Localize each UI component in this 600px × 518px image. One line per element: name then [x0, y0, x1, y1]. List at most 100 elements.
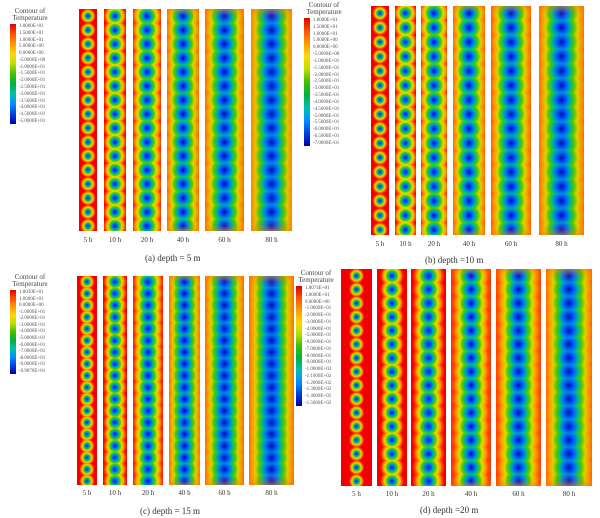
- colorbar-tick-label: -4.0000E+01: [305, 326, 332, 332]
- contour-column-20h: [410, 268, 447, 487]
- colorbar-tick-label: -1.5000E+02: [305, 400, 332, 406]
- contour-column-5h: [76, 275, 98, 486]
- panel-caption: (c) depth = 15 m: [140, 506, 201, 516]
- colorbar-tick-label: -7.0000E+01: [19, 349, 46, 355]
- contour-column-80h: [538, 5, 585, 236]
- time-label: 5 h: [82, 489, 92, 497]
- colorbar-tick-label: 1.8000E+01: [19, 24, 44, 29]
- colorbar-tick-label: -3.0000E+01: [19, 91, 46, 97]
- time-label: 10 h: [108, 489, 122, 497]
- colorbar-tick-label: 1.5000E+01: [313, 24, 338, 30]
- colorbar-tick-label: -1.0000E+02: [305, 367, 332, 372]
- panel-caption: (d) depth =20 m: [420, 505, 479, 515]
- contour-column-10h: [394, 5, 417, 236]
- contour-column-40h: [168, 275, 201, 486]
- time-label: 60 h: [218, 236, 231, 244]
- contour-column-5h: [340, 268, 373, 487]
- colorbar-tick-label: -3.5000E+01: [19, 98, 46, 104]
- colorbar-tick-label: 1.0000E+01: [19, 296, 44, 302]
- colorbar-tick-label: 0.0000E+00: [19, 303, 44, 309]
- colorbar-tick-label: 1.8000E+01: [313, 18, 338, 23]
- colorbar-tick-label: -3.0000E+01: [313, 86, 340, 92]
- colorbar-tick-label: 1.8074E+01: [305, 286, 330, 291]
- contour-column-60h: [495, 268, 542, 487]
- time-label: 5 h: [83, 236, 93, 244]
- time-label: 80 h: [265, 489, 278, 497]
- colorbar-tick-label: -3.5000E+01: [313, 93, 340, 99]
- contour-column-10h: [376, 268, 408, 487]
- colorbar-tick-label: 1.5000E+01: [19, 30, 44, 36]
- colorbar-tick-label: -1.0000E+01: [19, 309, 46, 315]
- colorbar-tick-label: -6.0000E+01: [305, 340, 332, 345]
- colorbar-tick-label: -1.5000E+01: [313, 65, 340, 71]
- colorbar-tick-label: 5.0000E+00: [313, 38, 338, 44]
- time-label: 60 h: [504, 240, 518, 248]
- time-label: 5 h: [352, 490, 361, 498]
- colorbar-tick-label: -5.0000E+01: [313, 113, 340, 119]
- contour-column-40h: [452, 5, 486, 236]
- time-label: 20 h: [422, 490, 435, 498]
- colorbar-tick-label: -4.0000E+01: [19, 105, 46, 111]
- colorbar: [10, 290, 16, 374]
- legend-title: Contour of Temperature: [298, 269, 334, 284]
- time-label: 20 h: [141, 489, 155, 497]
- colorbar-tick-label: -6.0000E+01: [313, 127, 340, 133]
- time-label: 80 h: [265, 236, 278, 244]
- legend-title: Contour of Temperature: [306, 1, 342, 16]
- panel-caption: (a) depth = 5 m: [145, 253, 201, 263]
- contour-column-80h: [248, 275, 295, 486]
- colorbar-tick-label: -1.4000E+02: [305, 394, 332, 399]
- colorbar-labels: 1.8000E+01 1.5000E+01 1.0000E+01 5.0000E+00…: [19, 24, 45, 124]
- colorbar-tick-label: 1.0000E+01: [313, 31, 338, 37]
- colorbar-tick-label: -5.0000E+00: [313, 52, 340, 58]
- time-label: 80 h: [555, 240, 568, 248]
- colorbar-tick-label: -4.5000E+01: [19, 112, 46, 118]
- contour-column-60h: [204, 275, 245, 486]
- contour-column-10h: [102, 275, 128, 486]
- time-label: 40 h: [176, 236, 190, 244]
- colorbar-tick-label: -1.2000E+02: [305, 380, 332, 386]
- panel-caption: (b) depth =10 m: [425, 255, 484, 265]
- contour-column-40h: [166, 8, 200, 232]
- colorbar-tick-label: -4.0000E+01: [313, 99, 340, 105]
- time-label: 5 h: [375, 240, 385, 248]
- time-label: 10 h: [399, 240, 412, 248]
- colorbar-tick-label: -6.5000E+01: [313, 134, 340, 140]
- colorbar-tick-label: -9.9870E+01: [19, 368, 46, 374]
- colorbar-tick-label: -2.5000E+01: [19, 85, 46, 91]
- contour-column-5h: [370, 5, 390, 236]
- colorbar-tick-label: -1.0000E+01: [305, 306, 332, 312]
- colorbar-tick-label: -4.0000E+01: [19, 329, 46, 335]
- time-label: 40 h: [464, 490, 478, 498]
- time-label: 20 h: [140, 236, 154, 244]
- colorbar-tick-label: -5.0000E+00: [19, 57, 46, 63]
- contour-column-20h: [132, 275, 164, 486]
- colorbar-labels: 1.8074E+01 1.0000E+01 0.0000E+00 -1.0000E+0…: [305, 286, 331, 406]
- time-label: 10 h: [385, 490, 399, 498]
- legend-title: Contour of Temperature: [12, 273, 48, 288]
- contour-column-5h: [78, 8, 98, 232]
- colorbar-tick-label: 0.0000E+00: [19, 51, 44, 57]
- colorbar: [10, 24, 16, 124]
- colorbar-tick-label: -5.0000E+01: [305, 333, 332, 339]
- colorbar-tick-label: 0.0000E+00: [313, 45, 338, 51]
- colorbar-tick-label: -7.0000E+01: [305, 346, 332, 352]
- contour-column-10h: [103, 8, 127, 232]
- colorbar: [296, 286, 302, 406]
- colorbar-tick-label: -2.0000E+01: [19, 316, 46, 322]
- time-label: 40 h: [462, 240, 476, 248]
- colorbar-labels: 1.8000E+01 1.5000E+01 1.0000E+01 5.0000E+00…: [313, 18, 339, 146]
- contour-column-40h: [450, 268, 492, 487]
- colorbar-tick-label: -2.0000E+01: [313, 72, 340, 78]
- colorbar-tick-label: -7.0000E+01: [313, 140, 340, 146]
- contour-column-80h: [250, 8, 293, 232]
- colorbar-tick-label: -9.0000E+01: [19, 362, 46, 368]
- contour-column-60h: [490, 5, 532, 236]
- colorbar-tick-label: -2.0000E+01: [19, 78, 46, 84]
- colorbar-tick-label: -6.0000E+01: [19, 342, 46, 348]
- colorbar-tick-label: -8.0000E+01: [19, 355, 46, 361]
- colorbar-tick-label: 0.0000E+00: [305, 299, 330, 305]
- colorbar-tick-label: 5.0000E+00: [19, 44, 44, 50]
- colorbar-tick-label: -1.5000E+01: [19, 71, 46, 77]
- colorbar-tick-label: -1.3000E+02: [305, 387, 332, 393]
